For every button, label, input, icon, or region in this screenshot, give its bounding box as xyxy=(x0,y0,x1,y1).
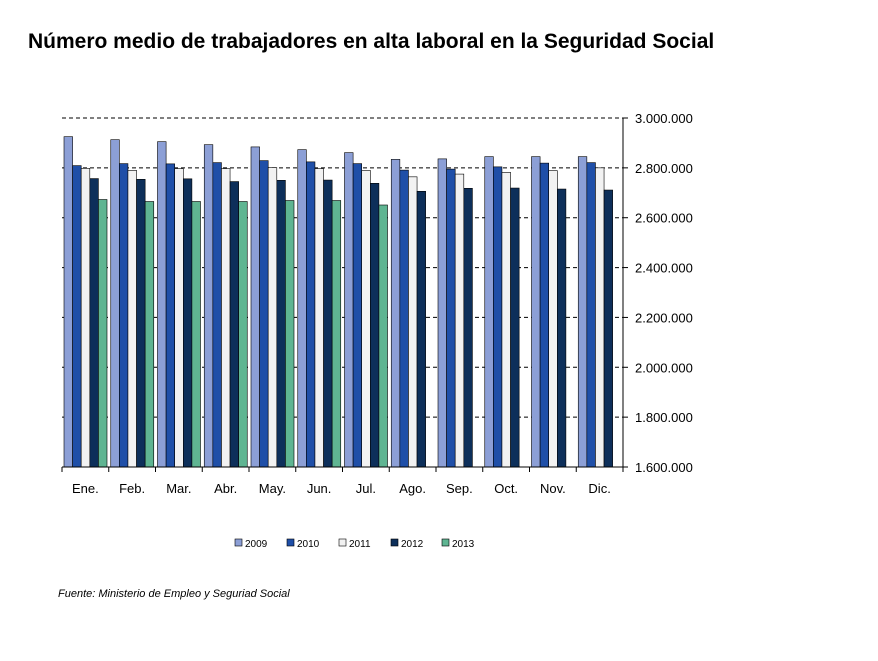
bar-2013-Feb. xyxy=(144,201,155,468)
bars xyxy=(63,136,613,468)
bar-2009-Jun. xyxy=(297,149,307,468)
bar-2011-Ene. xyxy=(80,168,91,468)
legend-label-2010: 2010 xyxy=(297,539,320,550)
bar-2013-May. xyxy=(285,200,295,468)
y-tick-label: 2.200.000 xyxy=(635,310,693,325)
bar-2011-Oct. xyxy=(501,172,511,468)
bar-2013-Jul. xyxy=(378,204,388,468)
axes xyxy=(61,118,624,472)
y-tick-label: 1.600.000 xyxy=(635,460,693,475)
bar-2009-Oct. xyxy=(484,156,494,468)
bar-2010-Dic. xyxy=(586,162,596,468)
y-tick-label: 2.400.000 xyxy=(635,261,693,276)
x-category-label: Abr. xyxy=(214,481,237,496)
bar-2011-Sep. xyxy=(454,173,465,468)
bar-2009-Ago. xyxy=(390,159,401,468)
bar-2011-Jun. xyxy=(314,168,324,468)
legend-label-2011: 2011 xyxy=(349,539,371,550)
bar-2012-Sep. xyxy=(463,187,473,468)
y-tick-label: 1.800.000 xyxy=(635,410,693,425)
bar-2010-Mar. xyxy=(165,163,176,468)
bar-2012-Dic. xyxy=(603,189,613,468)
legend-label-2012: 2012 xyxy=(401,539,424,550)
bar-2013-Abr. xyxy=(238,201,248,468)
legend-swatch-2010 xyxy=(286,538,295,547)
bar-2012-Mar. xyxy=(183,178,193,468)
bar-2011-May. xyxy=(267,167,278,468)
bar-2012-Jun. xyxy=(323,179,333,468)
bar-2009-Sep. xyxy=(437,158,447,468)
bar-2012-Ene. xyxy=(89,178,99,468)
bar-2012-Jul. xyxy=(369,183,380,468)
bar-2010-Oct. xyxy=(493,166,503,468)
bar-2010-Nov. xyxy=(539,162,549,468)
bar-2012-Nov. xyxy=(556,188,567,468)
bar-2009-Feb. xyxy=(110,139,120,468)
bar-2009-Mar. xyxy=(157,141,167,468)
legend: 2009 2010 2011 2012 2013 xyxy=(234,538,475,550)
chart-title: Número medio de trabajadores en alta lab… xyxy=(28,30,715,53)
y-tick-label: 2.600.000 xyxy=(635,211,693,226)
bar-2010-Jul. xyxy=(352,163,363,468)
bar-2012-Oct. xyxy=(510,187,520,468)
x-category-label: Ene. xyxy=(72,481,99,496)
bar-2012-Ago. xyxy=(416,190,426,468)
bar-2012-May. xyxy=(276,180,286,468)
legend-label-2009: 2009 xyxy=(245,539,268,550)
bar-2011-Nov. xyxy=(548,170,558,468)
bar-2013-Mar. xyxy=(191,201,201,468)
legend-swatch-2012 xyxy=(390,538,399,547)
legend-swatch-2013 xyxy=(441,538,450,547)
legend-swatch-2009 xyxy=(234,538,243,547)
source-note: Fuente: Ministerio de Empleo y Seguriad … xyxy=(58,588,290,600)
bar-2010-Ago. xyxy=(399,169,409,468)
bar-2009-Dic. xyxy=(577,156,588,468)
bar-2012-Abr. xyxy=(229,181,239,468)
x-category-labels: Ene. Feb. Mar. Abr. May. Jun. Jul. Ago. Sep. Oct.… xyxy=(72,481,611,496)
bar-2010-Abr. xyxy=(212,162,222,468)
bar-2011-Mar. xyxy=(174,168,184,468)
bar-2011-Abr. xyxy=(221,168,231,468)
x-category-label: Oct. xyxy=(494,481,518,496)
x-category-label: Ago. xyxy=(399,481,426,496)
x-category-label: Jul. xyxy=(356,481,376,496)
legend-swatch-2011 xyxy=(338,538,347,547)
bar-2011-Jul. xyxy=(361,170,371,468)
bar-2011-Ago. xyxy=(408,176,418,468)
bar-2010-Jun. xyxy=(306,161,316,468)
bar-2009-Jul. xyxy=(344,152,354,468)
bar-2010-Feb. xyxy=(119,163,129,468)
bar-2013-Ene. xyxy=(98,199,108,468)
bar-2009-Nov. xyxy=(531,156,541,468)
bar-2013-Jun. xyxy=(331,200,342,468)
x-category-label: Feb. xyxy=(119,481,145,496)
x-category-label: Mar. xyxy=(166,481,191,496)
gridlines xyxy=(62,117,628,468)
x-category-label: Dic. xyxy=(588,481,610,496)
y-tick-labels: 1.600.000 1.800.000 2.000.000 2.200.000 2.40… xyxy=(635,111,693,475)
x-category-label: May. xyxy=(259,481,286,496)
y-tick-label: 2.800.000 xyxy=(635,161,693,176)
bar-2009-Abr. xyxy=(203,144,214,468)
bar-2010-Sep. xyxy=(446,168,456,468)
bar-2011-Feb. xyxy=(127,170,137,468)
bar-2009-Ene. xyxy=(63,136,73,468)
x-category-label: Sep. xyxy=(446,481,473,496)
bar-2011-Dic. xyxy=(595,167,605,468)
y-tick-label: 3.000.000 xyxy=(635,111,693,126)
bar-2010-Ene. xyxy=(72,165,82,468)
y-tick-label: 2.000.000 xyxy=(635,360,693,375)
x-category-label: Jun. xyxy=(307,481,332,496)
bar-2009-May. xyxy=(250,146,260,468)
x-category-label: Nov. xyxy=(540,481,566,496)
bar-2010-May. xyxy=(259,160,269,468)
legend-label-2013: 2013 xyxy=(452,539,475,550)
bar-2012-Feb. xyxy=(136,179,146,468)
